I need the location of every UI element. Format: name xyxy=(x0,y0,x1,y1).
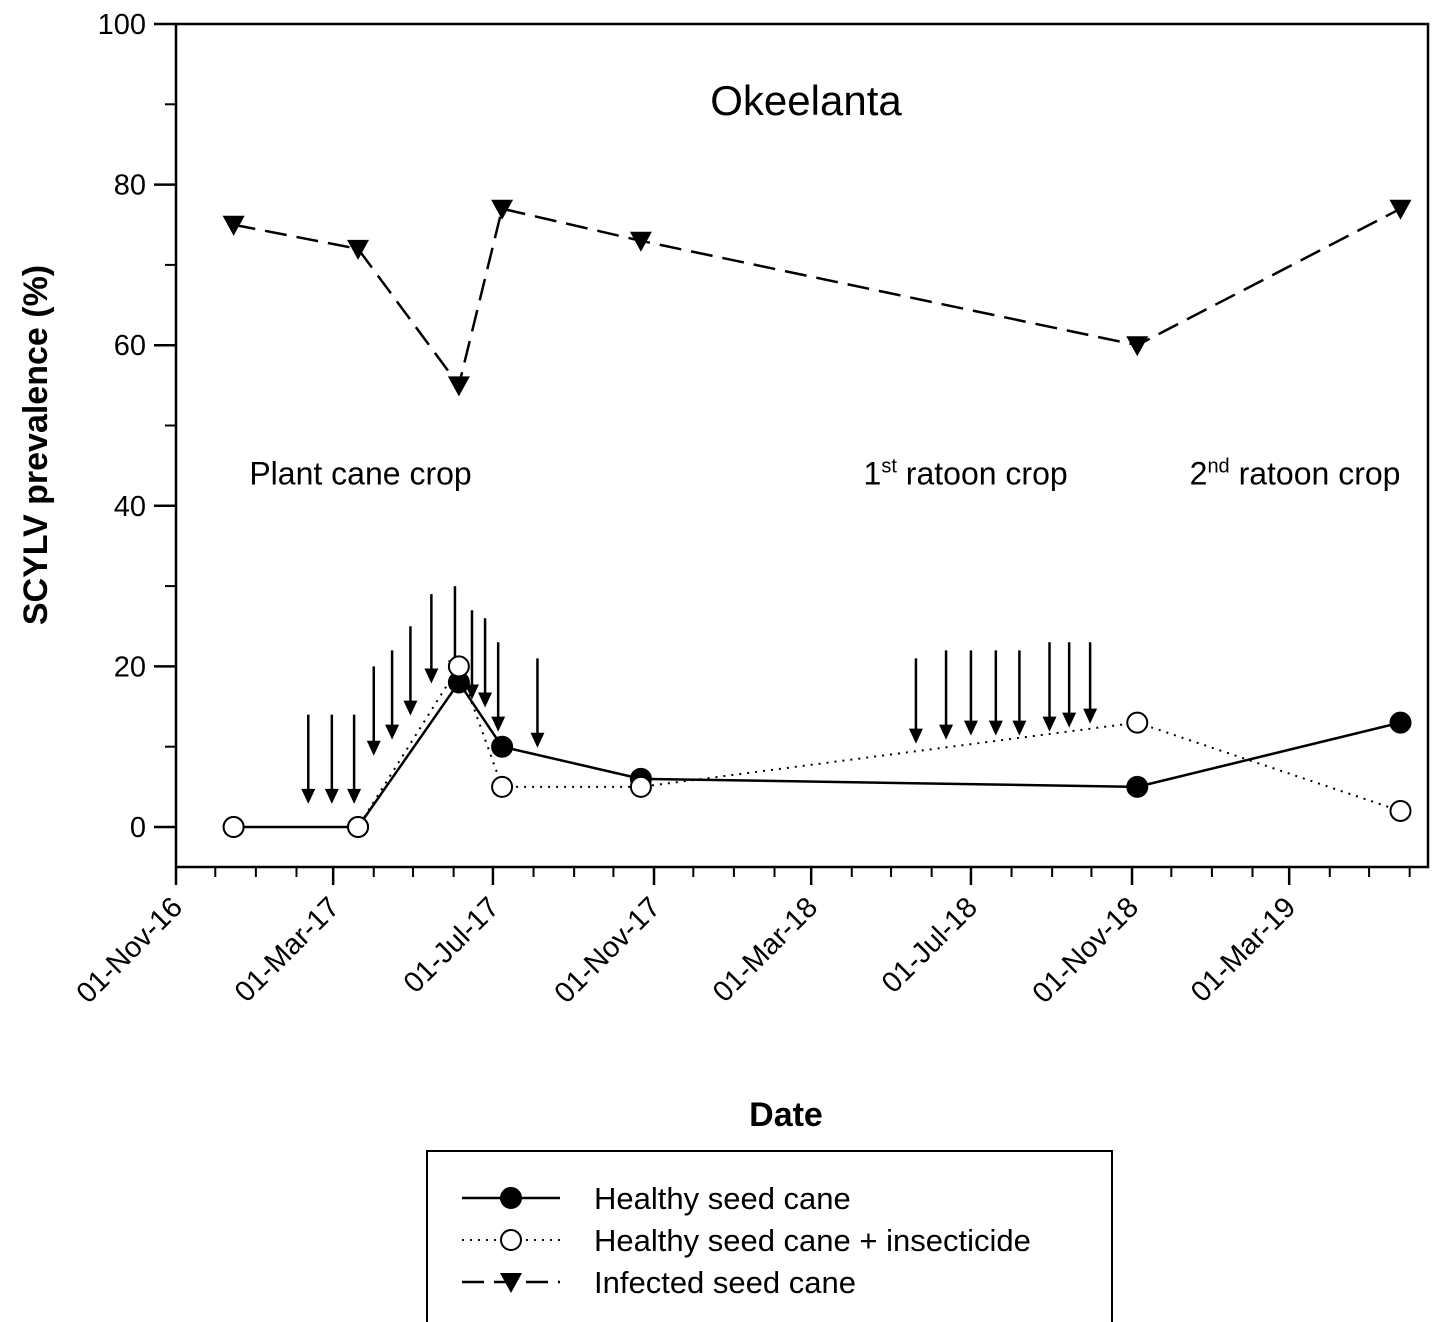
crop-label-text: 1 xyxy=(864,456,882,492)
spray-arrowhead xyxy=(1083,708,1098,724)
x-tick-label: 01-Mar-18 xyxy=(707,891,824,1008)
data-point xyxy=(1389,799,1412,822)
legend-label: Infected seed cane xyxy=(594,1265,856,1300)
y-tick-label: 0 xyxy=(130,812,146,844)
data-point xyxy=(447,655,470,678)
spray-arrowhead xyxy=(908,728,923,744)
crop-label: 1st ratoon crop xyxy=(864,456,1068,492)
data-point xyxy=(491,735,514,758)
spray-arrowhead xyxy=(347,788,362,804)
data-point xyxy=(1126,711,1149,734)
series-lines xyxy=(233,207,1402,829)
data-point xyxy=(491,775,514,798)
plot-frame xyxy=(174,22,1430,869)
data-point xyxy=(1126,336,1149,357)
y-tick-label: 80 xyxy=(114,170,146,202)
chart-title: Okeelanta xyxy=(710,77,902,124)
insecticide-arrows xyxy=(301,586,1098,804)
legend-label: Healthy seed cane xyxy=(594,1181,851,1216)
data-point xyxy=(629,775,652,798)
x-axis-title: Date xyxy=(749,1096,823,1134)
y-tick-label: 100 xyxy=(98,9,146,41)
legend: Healthy seed cane Healthy seed cane + ins… xyxy=(426,1150,1113,1322)
spray-arrowhead xyxy=(939,724,954,740)
spray-arrowhead xyxy=(385,724,400,740)
spray-arrowhead xyxy=(491,716,506,732)
legend-marker xyxy=(500,1273,522,1293)
spray-arrowhead xyxy=(988,720,1003,736)
spray-arrowhead xyxy=(1042,716,1057,732)
spray-arrowhead xyxy=(1012,720,1027,736)
spray-arrowhead xyxy=(403,700,418,716)
crop-label-sup: st xyxy=(881,456,897,478)
spray-arrowhead xyxy=(963,720,978,736)
y-tick-label: 40 xyxy=(114,491,146,523)
crop-annotations: Plant cane crop 1st ratoon crop 2nd ratoon… xyxy=(249,456,1400,492)
x-tick-label: 01-Jul-17 xyxy=(398,891,506,999)
data-point xyxy=(222,215,245,236)
legend-marker xyxy=(500,1229,522,1251)
x-tick-label: 01-Jul-18 xyxy=(876,891,984,999)
crop-label-after: ratoon crop xyxy=(897,456,1068,492)
series-line xyxy=(233,207,1402,389)
series-line xyxy=(233,664,1401,828)
crop-label: Plant cane crop xyxy=(249,456,471,492)
y-axis-title: SCYLV prevalence (%) xyxy=(17,265,55,625)
legend-marker xyxy=(500,1187,522,1209)
crop-label-sup: nd xyxy=(1207,456,1229,478)
data-point xyxy=(1389,199,1412,220)
data-point xyxy=(447,376,470,397)
crop-label-text: 2 xyxy=(1190,456,1208,492)
spray-arrowhead xyxy=(530,732,545,748)
legend-label: Healthy seed cane + insecticide xyxy=(594,1223,1031,1258)
series-markers xyxy=(222,199,1412,838)
crop-label-after: ratoon crop xyxy=(1230,456,1401,492)
data-point xyxy=(491,199,514,220)
y-tick-label: 20 xyxy=(114,651,146,683)
spray-arrowhead xyxy=(1062,712,1077,728)
x-axis: 01-Nov-16 01-Mar-17 01-Jul-17 01-Nov-17 01-M… xyxy=(71,867,1411,1010)
spray-arrowhead xyxy=(464,684,479,700)
spray-arrowhead xyxy=(424,668,439,684)
x-tick-label: 01-Mar-17 xyxy=(229,891,346,1008)
x-tick-label: 01-Nov-16 xyxy=(71,891,189,1009)
y-axis: 0 20 40 60 80 100 xyxy=(98,9,176,844)
data-point xyxy=(629,231,652,252)
x-tick-label: 01-Nov-17 xyxy=(549,891,667,1009)
x-tick-label: 01-Mar-19 xyxy=(1185,891,1302,1008)
legend-entries: Healthy seed cane Healthy seed cane + ins… xyxy=(462,1181,1031,1300)
y-tick-label: 60 xyxy=(114,330,146,362)
legend-box xyxy=(426,1150,1113,1322)
spray-arrowhead xyxy=(366,740,381,756)
crop-label: 2nd ratoon crop xyxy=(1190,456,1401,492)
data-point xyxy=(222,816,245,838)
data-point xyxy=(1389,711,1412,734)
crop-label-text: Plant cane crop xyxy=(249,456,471,492)
spray-arrowhead xyxy=(324,788,339,804)
spray-arrowhead xyxy=(301,788,316,804)
data-point xyxy=(347,239,370,260)
data-point xyxy=(347,816,370,838)
data-point xyxy=(1126,775,1149,798)
spray-arrowhead xyxy=(478,692,493,708)
x-tick-label: 01-Nov-18 xyxy=(1027,891,1145,1009)
